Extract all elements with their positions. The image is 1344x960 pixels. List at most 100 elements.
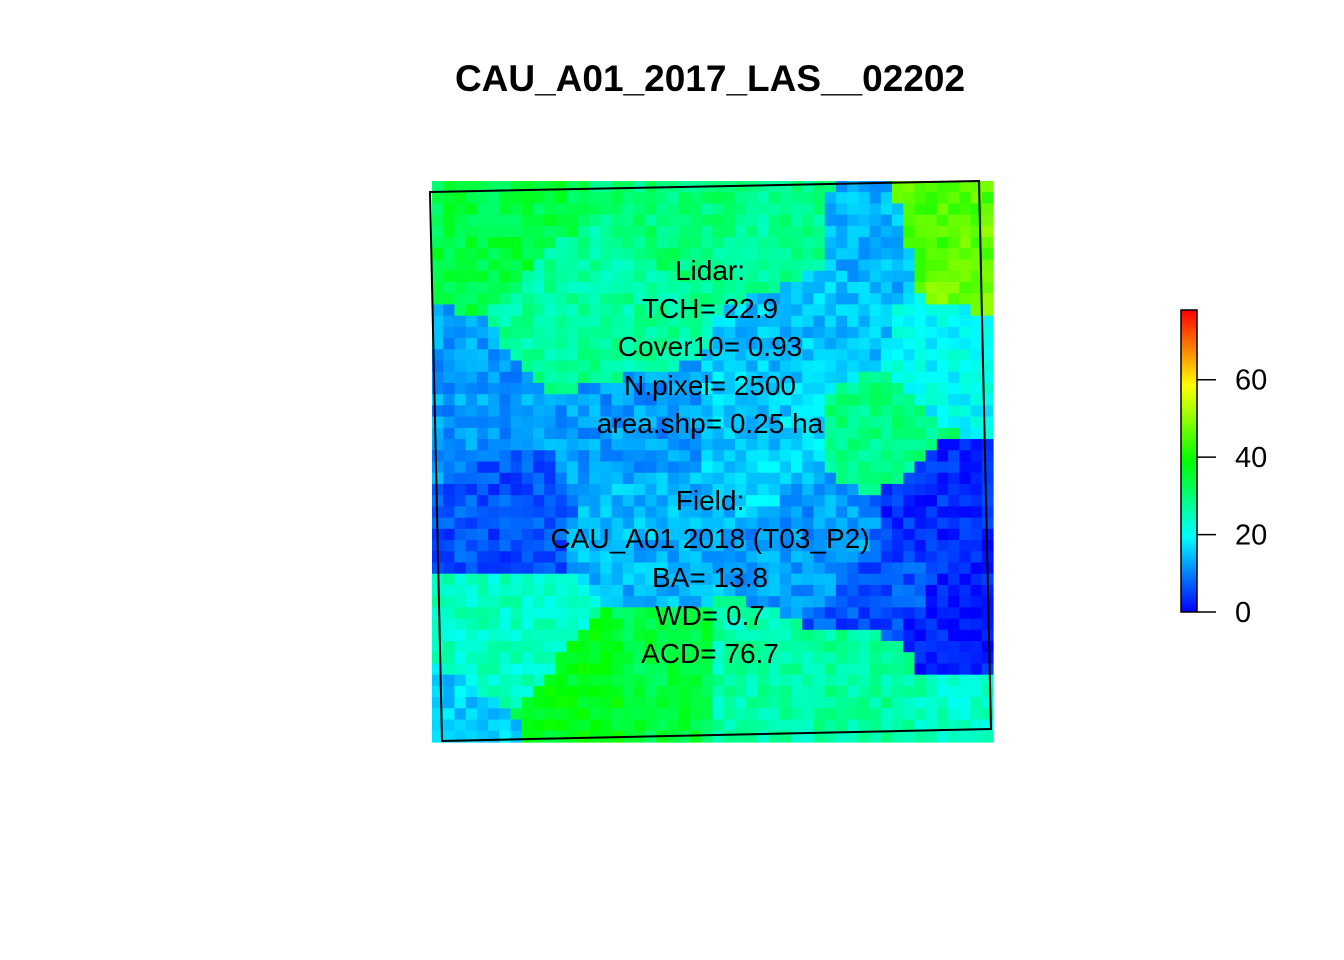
raster-cell: [757, 506, 770, 519]
raster-cell: [712, 338, 725, 350]
raster-cell: [589, 584, 601, 597]
raster-cell: [791, 540, 803, 552]
raster-cell: [847, 607, 859, 620]
raster-cell: [600, 697, 613, 709]
raster-cell: [847, 472, 859, 485]
raster-cell: [824, 461, 837, 474]
raster-cell: [936, 192, 949, 205]
raster-cell: [768, 427, 781, 440]
raster-cell: [914, 663, 927, 676]
raster-cell: [869, 281, 882, 294]
raster-cell: [903, 203, 916, 216]
raster-cell: [633, 652, 646, 665]
raster-cell: [465, 214, 478, 227]
raster-cell: [892, 214, 904, 227]
raster-cell: [734, 584, 747, 597]
raster-cell: [532, 461, 545, 474]
raster-cell: [690, 203, 702, 216]
raster-cell: [757, 607, 770, 620]
raster-cell: [768, 584, 781, 597]
raster-cell: [521, 584, 534, 597]
raster-cell: [476, 607, 489, 620]
raster-cell: [622, 259, 635, 272]
raster-cell: [645, 439, 657, 451]
raster-cell: [768, 338, 781, 350]
raster-cell: [432, 248, 444, 261]
raster-cell: [510, 326, 523, 339]
raster-cell: [589, 562, 601, 575]
raster-cell: [858, 225, 871, 238]
raster-cell: [566, 439, 579, 451]
raster-cell: [757, 652, 770, 665]
raster-cell: [813, 416, 826, 429]
raster-cell: [622, 439, 635, 451]
raster-cell: [622, 304, 635, 317]
raster-cell: [768, 450, 781, 463]
raster-cell: [858, 708, 871, 721]
raster-cell: [824, 495, 837, 507]
raster-cell: [532, 203, 545, 216]
raster-cell: [712, 708, 725, 721]
raster-cell: [488, 248, 500, 261]
raster-cell: [432, 360, 444, 373]
raster-cell: [813, 360, 826, 373]
raster-cell: [633, 708, 646, 721]
raster-cell: [723, 674, 736, 687]
raster-cell: [488, 540, 500, 552]
raster-cell: [622, 214, 635, 227]
raster-cell: [622, 293, 635, 306]
raster-cell: [532, 573, 545, 586]
raster-cell: [791, 416, 803, 429]
raster-cell: [847, 237, 859, 249]
raster-cell: [802, 450, 815, 463]
raster-cell: [555, 439, 568, 451]
raster-cell: [566, 427, 579, 440]
raster-cell: [566, 641, 579, 653]
raster-cell: [667, 349, 680, 362]
raster-cell: [746, 540, 758, 552]
raster-cell: [476, 584, 489, 597]
raster-cell: [465, 663, 478, 676]
raster-cell: [813, 439, 826, 451]
raster-cell: [600, 652, 613, 665]
raster-cell: [521, 394, 534, 406]
raster-cell: [734, 326, 747, 339]
raster-cell: [847, 708, 859, 721]
raster-cell: [633, 472, 646, 485]
raster-cell: [555, 214, 568, 227]
raster-cell: [465, 517, 478, 530]
raster-cell: [488, 697, 500, 709]
raster-cell: [454, 618, 467, 631]
raster-cell: [970, 338, 983, 350]
raster-cell: [779, 248, 792, 261]
raster-cell: [824, 270, 837, 283]
raster-cell: [656, 360, 669, 373]
raster-cell: [914, 225, 927, 238]
raster-cell: [656, 517, 669, 530]
raster-cell: [914, 708, 927, 721]
raster-cell: [757, 349, 770, 362]
raster-cell: [667, 573, 680, 586]
raster-cell: [454, 259, 467, 272]
raster-cell: [667, 248, 680, 261]
raster-cell: [948, 472, 960, 485]
raster-cell: [802, 439, 815, 451]
raster-cell: [779, 697, 792, 709]
raster-cell: [633, 326, 646, 339]
raster-cell: [510, 517, 523, 530]
raster-cell: [443, 371, 456, 384]
raster-cell: [476, 719, 489, 732]
raster-cell: [746, 259, 758, 272]
raster-cell: [476, 293, 489, 306]
raster-cell: [914, 495, 927, 507]
raster-cell: [869, 371, 882, 384]
raster-cell: [656, 551, 669, 564]
raster-cell: [970, 293, 983, 306]
raster-cell: [723, 416, 736, 429]
raster-cell: [521, 382, 534, 395]
raster-cell: [488, 181, 500, 193]
raster-cell: [779, 685, 792, 698]
raster-cell: [892, 259, 904, 272]
raster-cell: [712, 293, 725, 306]
raster-cell: [611, 697, 624, 709]
